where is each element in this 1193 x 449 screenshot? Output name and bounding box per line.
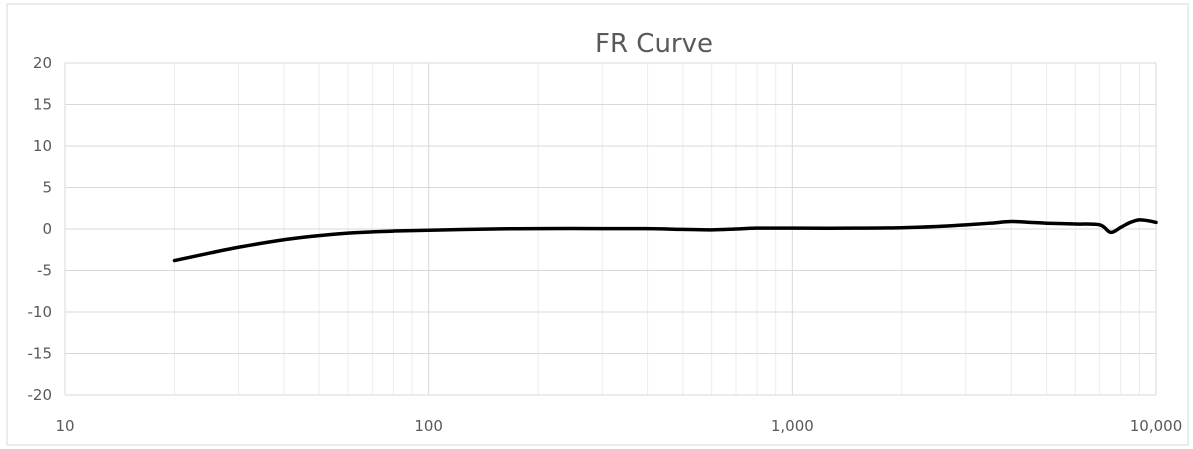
y-tick-label: -15: [28, 345, 53, 363]
y-tick-label: -5: [37, 262, 52, 280]
series-line: [172, 218, 1158, 263]
y-tick-label: 15: [33, 96, 52, 114]
y-tick-label: 5: [42, 179, 52, 197]
y-tick-label: 20: [33, 54, 52, 72]
y-tick-label: -20: [28, 386, 53, 404]
series-layer: [172, 218, 1158, 263]
x-tick-label: 10,000: [1130, 417, 1183, 435]
major-grid: [64, 62, 1157, 396]
x-tick-label: 100: [414, 417, 443, 435]
x-tick-label: 1,000: [771, 417, 814, 435]
y-tick-label: -10: [28, 303, 53, 321]
y-tick-label: 10: [33, 137, 52, 155]
chart-title: FR Curve: [595, 29, 713, 59]
y-axis-labels: 20 15 10 5 0 -5 -10 -15 -20: [28, 54, 53, 404]
x-tick-label: 10: [55, 417, 74, 435]
x-axis-labels: 10 100 1,000 10,000: [55, 417, 1182, 435]
y-tick-label: 0: [42, 220, 52, 238]
